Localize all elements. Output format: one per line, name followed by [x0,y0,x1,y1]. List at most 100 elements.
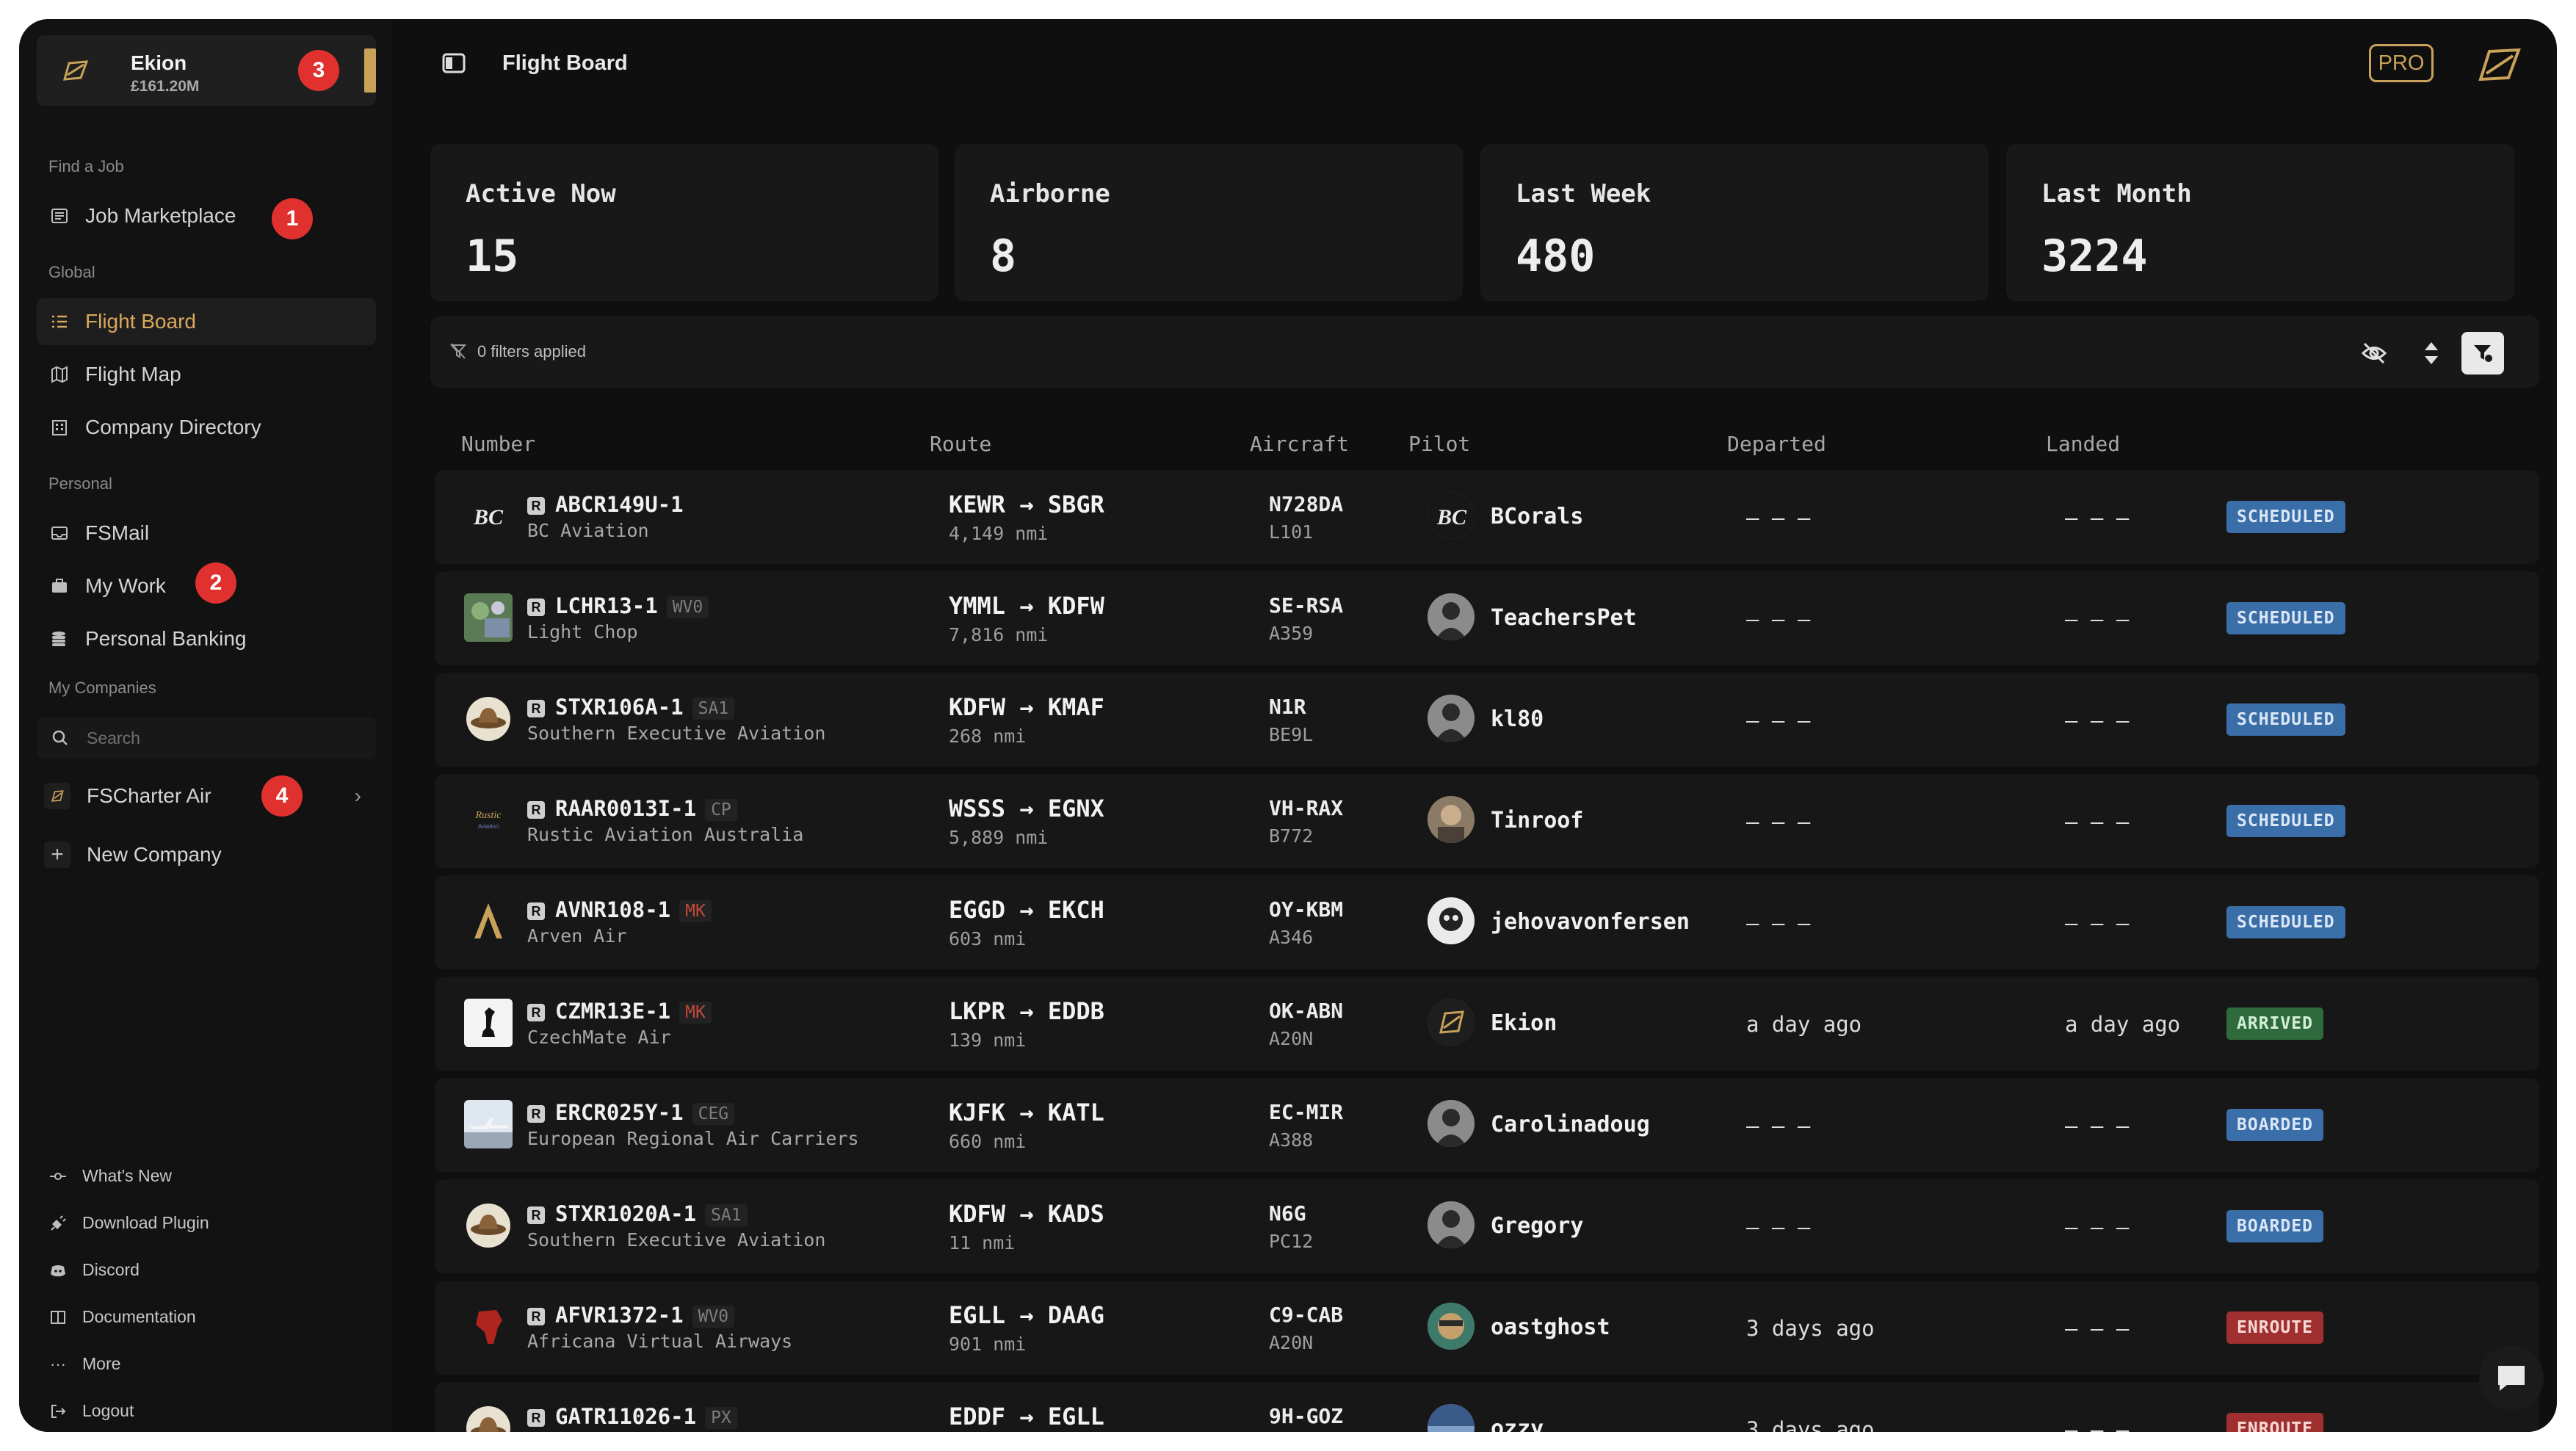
sidebar-toggle-icon[interactable] [442,53,466,77]
aircraft-registration[interactable]: OK-ABN [1269,999,1344,1023]
avatar[interactable] [1428,999,1475,1046]
aircraft-type: A388 [1269,1129,1314,1151]
aircraft-registration[interactable]: VH-RAX [1269,796,1344,820]
pilot-name[interactable]: kl80 [1491,706,1544,732]
sidebar-item-personal-banking[interactable]: Personal Banking [37,615,376,662]
table-row[interactable]: R AFVR1372-1 WV0 Africana Virtual Airways … [435,1281,2539,1375]
aircraft-registration[interactable]: N1R [1269,695,1306,719]
avatar[interactable] [1428,1100,1475,1147]
column-header-aircraft[interactable]: Aircraft [1250,432,1349,456]
column-header-number[interactable]: Number [461,432,536,456]
aircraft-registration[interactable]: N728DA [1269,492,1344,516]
airline-name[interactable]: Africana Virtual Airways [527,1331,793,1352]
stat-value: 480 [1516,231,1596,282]
table-row[interactable]: R STXR106A-1 SA1 Southern Executive Aviati… [435,673,2539,767]
table-row[interactable]: R LCHR13-1 WV0 Light Chop YMML → KDFW 7,81… [435,571,2539,665]
table-row[interactable]: R STXR1020A-1 SA1 Southern Executive Aviat… [435,1179,2539,1273]
footer-logout[interactable]: Logout [48,1401,134,1421]
avatar[interactable]: BC [1428,492,1475,539]
pilot-name[interactable]: oastghost [1491,1314,1610,1340]
table-row[interactable]: BC R ABCR149U-1 BC Aviation KEWR → SBGR 4… [435,470,2539,564]
flight-number[interactable]: R ABCR149U-1 [527,492,684,517]
aircraft-registration[interactable]: N6G [1269,1201,1306,1226]
airline-name[interactable]: Southern Executive Aviation [527,1229,826,1251]
pilot-name[interactable]: TeachersPet [1491,605,1637,631]
hide-columns-button[interactable] [2353,332,2395,374]
company-tag: PX [705,1407,737,1429]
footer-download-plugin[interactable]: Download Plugin [48,1213,209,1233]
avatar[interactable] [1428,796,1475,843]
footer-whats-new[interactable]: What's New [48,1166,172,1186]
footer-label: More [82,1354,121,1373]
avatar[interactable] [1428,1201,1475,1248]
table-row[interactable]: R GATR11026-1 PX EDDF → EGLL 9H-GOZ ozzy 3… [435,1382,2539,1432]
pilot-name[interactable]: Carolinadoug [1491,1112,1650,1137]
ekion-logo-icon[interactable] [2475,46,2523,87]
sidebar-item-flight-board[interactable]: Flight Board [37,298,376,345]
coins-icon [50,629,69,648]
aircraft-registration[interactable]: C9-CAB [1269,1303,1344,1327]
table-row[interactable]: R CZMR13E-1 MK CzechMate Air LKPR → EDDB 1… [435,977,2539,1071]
pilot-name[interactable]: jehovavonfersen [1491,909,1690,935]
airline-name[interactable]: Light Chop [527,621,638,643]
table-row[interactable]: R ERCR025Y-1 CEG European Regional Air Car… [435,1078,2539,1172]
avatar[interactable] [1428,695,1475,742]
sort-button[interactable] [2410,332,2453,374]
footer-discord[interactable]: Discord [48,1260,140,1280]
pilot-name[interactable]: Ekion [1491,1010,1557,1036]
flight-number-text: STXR1020A-1 [555,1201,697,1226]
column-header-route[interactable]: Route [930,432,992,456]
avatar[interactable] [1428,593,1475,640]
flight-number-text: AVNR108-1 [555,897,671,922]
flight-number[interactable]: R LCHR13-1 WV0 [527,593,709,618]
pro-badge[interactable]: PRO [2369,44,2434,82]
sidebar-item-fscharter-air[interactable]: FSCharter Air › [37,772,376,819]
sidebar-item-company-directory[interactable]: Company Directory [37,404,376,451]
pilot-name[interactable]: ozzy [1491,1416,1544,1432]
airline-name[interactable]: Arven Air [527,925,627,947]
airline-name[interactable]: CzechMate Air [527,1027,671,1048]
flight-number[interactable]: R ERCR025Y-1 CEG [527,1100,735,1125]
avatar[interactable] [1428,897,1475,944]
pilot-name[interactable]: Gregory [1491,1213,1584,1239]
sidebar-item-my-work[interactable]: My Work [37,562,376,609]
table-row[interactable]: Rustic Aviation R RAAR0013I-1 CP Rustic Avi… [435,774,2539,868]
pilot-name[interactable]: Tinroof [1491,808,1584,833]
airline-name[interactable]: BC Aviation [527,520,649,541]
flight-number[interactable]: R AFVR1372-1 WV0 [527,1303,735,1328]
flight-number[interactable]: R AVNR108-1 MK [527,897,712,922]
sidebar-item-fsmail[interactable]: FSMail [37,510,376,557]
flight-number[interactable]: R STXR106A-1 SA1 [527,695,735,720]
route: KEWR → SBGR [949,491,1104,518]
footer-more[interactable]: ··· More [48,1354,120,1374]
plugin-icon [48,1214,68,1233]
aircraft-registration[interactable]: EC-MIR [1269,1100,1344,1124]
footer-documentation[interactable]: Documentation [48,1307,196,1327]
airline-name[interactable]: Southern Executive Aviation [527,723,826,744]
aircraft-registration[interactable]: 9H-GOZ [1269,1404,1344,1428]
table-row[interactable]: R AVNR108-1 MK Arven Air EGGD → EKCH 603 n… [435,875,2539,969]
flight-number[interactable]: R CZMR13E-1 MK [527,999,712,1024]
pilot-name[interactable]: BCorals [1491,504,1584,529]
sidebar-item-flight-map[interactable]: Flight Map [37,351,376,398]
column-header-departed[interactable]: Departed [1727,432,1826,456]
chevron-right-icon[interactable]: › [354,784,361,807]
avatar[interactable] [1428,1303,1475,1350]
aircraft-registration[interactable]: OY-KBM [1269,897,1344,922]
aircraft-type: B772 [1269,825,1314,847]
account-switcher[interactable]: Ekion £161.20M 3 [37,35,376,106]
column-header-landed[interactable]: Landed [2046,432,2121,456]
avatar[interactable] [1428,1404,1475,1432]
airline-name[interactable]: Rustic Aviation Australia [527,824,804,845]
column-header-pilot[interactable]: Pilot [1408,432,1471,456]
filter-button[interactable] [2461,332,2504,374]
flight-number[interactable]: R STXR1020A-1 SA1 [527,1201,748,1226]
flight-number[interactable]: R RAAR0013I-1 CP [527,796,737,821]
airline-name[interactable]: European Regional Air Carriers [527,1128,859,1149]
new-company-button[interactable]: + New Company [37,831,376,878]
aircraft-registration[interactable]: SE-RSA [1269,593,1344,618]
sidebar-item-job-marketplace[interactable]: Job Marketplace [37,192,376,239]
flight-number[interactable]: R GATR11026-1 PX [527,1404,737,1429]
chat-button[interactable] [2479,1345,2544,1410]
company-search-input[interactable]: Search [37,717,376,759]
